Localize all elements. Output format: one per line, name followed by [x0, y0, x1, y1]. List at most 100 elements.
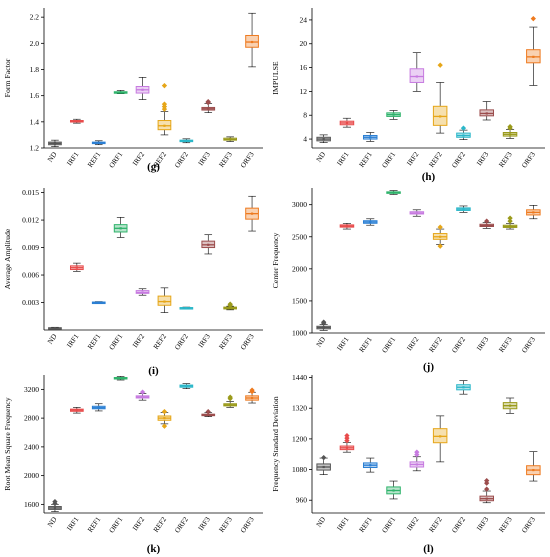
category-label: IRF2	[405, 515, 420, 532]
mean-marker	[141, 291, 144, 294]
category-label: ORF1	[108, 150, 125, 169]
mean-marker	[369, 464, 372, 467]
mean-marker	[485, 224, 488, 227]
category-label: REF1	[358, 150, 374, 169]
outlier: ◆	[321, 453, 327, 461]
box-irf1	[69, 118, 84, 124]
category-label: ORF3	[239, 332, 256, 351]
y-tick-label: 0.012	[22, 216, 39, 225]
mean-marker	[462, 386, 465, 389]
box-ref2: ◆◆	[157, 407, 172, 430]
box-irf1	[339, 117, 355, 128]
box-irf2: ◆	[135, 388, 150, 401]
y-axis-label: Center Frequency	[271, 233, 280, 289]
outlier: ◆	[162, 422, 168, 430]
box-irf1	[69, 407, 84, 414]
y-tick-label: 1440	[292, 373, 307, 382]
mean-marker	[119, 377, 122, 380]
mean-marker	[250, 396, 254, 400]
category-label: IRF2	[405, 335, 420, 352]
mean-marker	[163, 300, 166, 303]
outlier: ◆	[52, 499, 58, 507]
box-irf1	[339, 222, 355, 230]
box-orf2	[456, 205, 471, 213]
mean-marker	[53, 142, 57, 145]
y-axis-label: Form Factor	[3, 58, 12, 97]
panel-i: 0.003 0.006 0.009 0.012 0.015 Average Amplitu…	[3, 188, 263, 377]
panel-h: 4 8 12 16 20 24 IMPULSE ND IRF1 REF1 ORF1 IRF2 ◆ REF2…	[271, 8, 545, 183]
mean-marker	[345, 446, 349, 449]
mean-marker	[532, 55, 535, 58]
box-irf3: ◆	[201, 407, 216, 417]
mean-marker	[53, 506, 57, 510]
outlier: ◆	[162, 105, 168, 113]
outlier: ◆	[437, 61, 443, 69]
mean-marker	[229, 138, 232, 141]
box-ref1	[362, 132, 378, 142]
y-tick-label: 16	[300, 63, 308, 72]
box-orf2	[179, 138, 194, 144]
outlier: ◆	[227, 300, 233, 308]
outlier: ◆	[484, 479, 490, 487]
outlier: ◆	[484, 485, 490, 493]
y-tick-label: 20	[300, 39, 308, 48]
category-label: REF3	[498, 335, 514, 354]
outlier: ◆	[162, 82, 168, 90]
y-tick-label: 3200	[24, 385, 39, 394]
panel-k: 1600 2000 2400 2800 3200 Root Mean Square Fre…	[3, 375, 263, 555]
panel-l: 960 1080 1200 1320 1440 Frequency Standard De…	[271, 373, 545, 555]
y-tick-label: 0.015	[22, 188, 39, 197]
box-irf2	[135, 288, 150, 296]
mean-marker	[97, 141, 100, 144]
outlier: ◆	[227, 393, 233, 401]
category-label: REF3	[498, 515, 514, 534]
outlier: ◆	[414, 448, 420, 456]
y-tick-label: 1.8	[30, 65, 40, 74]
mean-marker	[119, 91, 122, 94]
box-ref3: ◆◆	[223, 393, 238, 408]
mean-marker	[141, 395, 144, 399]
outlier: ◆	[206, 97, 212, 105]
mean-marker	[532, 468, 535, 472]
box-ref3	[223, 136, 238, 142]
box-irf3	[201, 234, 216, 255]
box-ref2: ◆	[432, 61, 448, 134]
category-label: IRF3	[475, 515, 490, 532]
mean-marker	[207, 243, 210, 246]
category-label: ORF2	[450, 335, 467, 354]
category-label: REF3	[498, 150, 514, 169]
category-label: REF2	[152, 332, 168, 351]
category-label: IRF3	[475, 150, 490, 167]
box-irf3: ◆◆	[201, 97, 216, 113]
category-label: IRF1	[336, 335, 351, 352]
mean-marker	[485, 497, 488, 500]
panel-label: (l)	[423, 543, 434, 555]
box-irf3: ◆◆◆	[479, 476, 495, 504]
box-irf3: ◆	[479, 217, 495, 229]
category-label: IRF3	[197, 332, 212, 349]
outlier: ◆	[484, 476, 490, 484]
mean-marker	[141, 88, 144, 91]
y-tick-label: 3000	[292, 200, 307, 209]
mean-marker	[392, 191, 395, 194]
box-orf1	[386, 480, 401, 500]
mean-marker	[119, 227, 122, 230]
category-label: IRF2	[405, 150, 420, 167]
box-orf3	[526, 205, 541, 220]
y-tick-label: 2500	[292, 232, 307, 241]
category-label: REF2	[428, 150, 444, 169]
mean-marker	[185, 306, 188, 310]
panel-label: (k)	[147, 543, 161, 555]
mean-marker	[163, 417, 166, 420]
mean-marker	[185, 139, 188, 142]
box-ref2: ◆◆◆◆	[157, 82, 172, 136]
category-label: ND	[315, 336, 328, 349]
mean-marker	[207, 107, 210, 110]
category-label: REF3	[218, 515, 234, 534]
mean-marker	[75, 409, 78, 412]
box-orf2	[456, 380, 471, 395]
category-label: IRF3	[197, 515, 212, 532]
box-ref1	[91, 403, 106, 412]
outlier: ◆	[344, 437, 350, 445]
category-label: ORF3	[520, 335, 537, 354]
